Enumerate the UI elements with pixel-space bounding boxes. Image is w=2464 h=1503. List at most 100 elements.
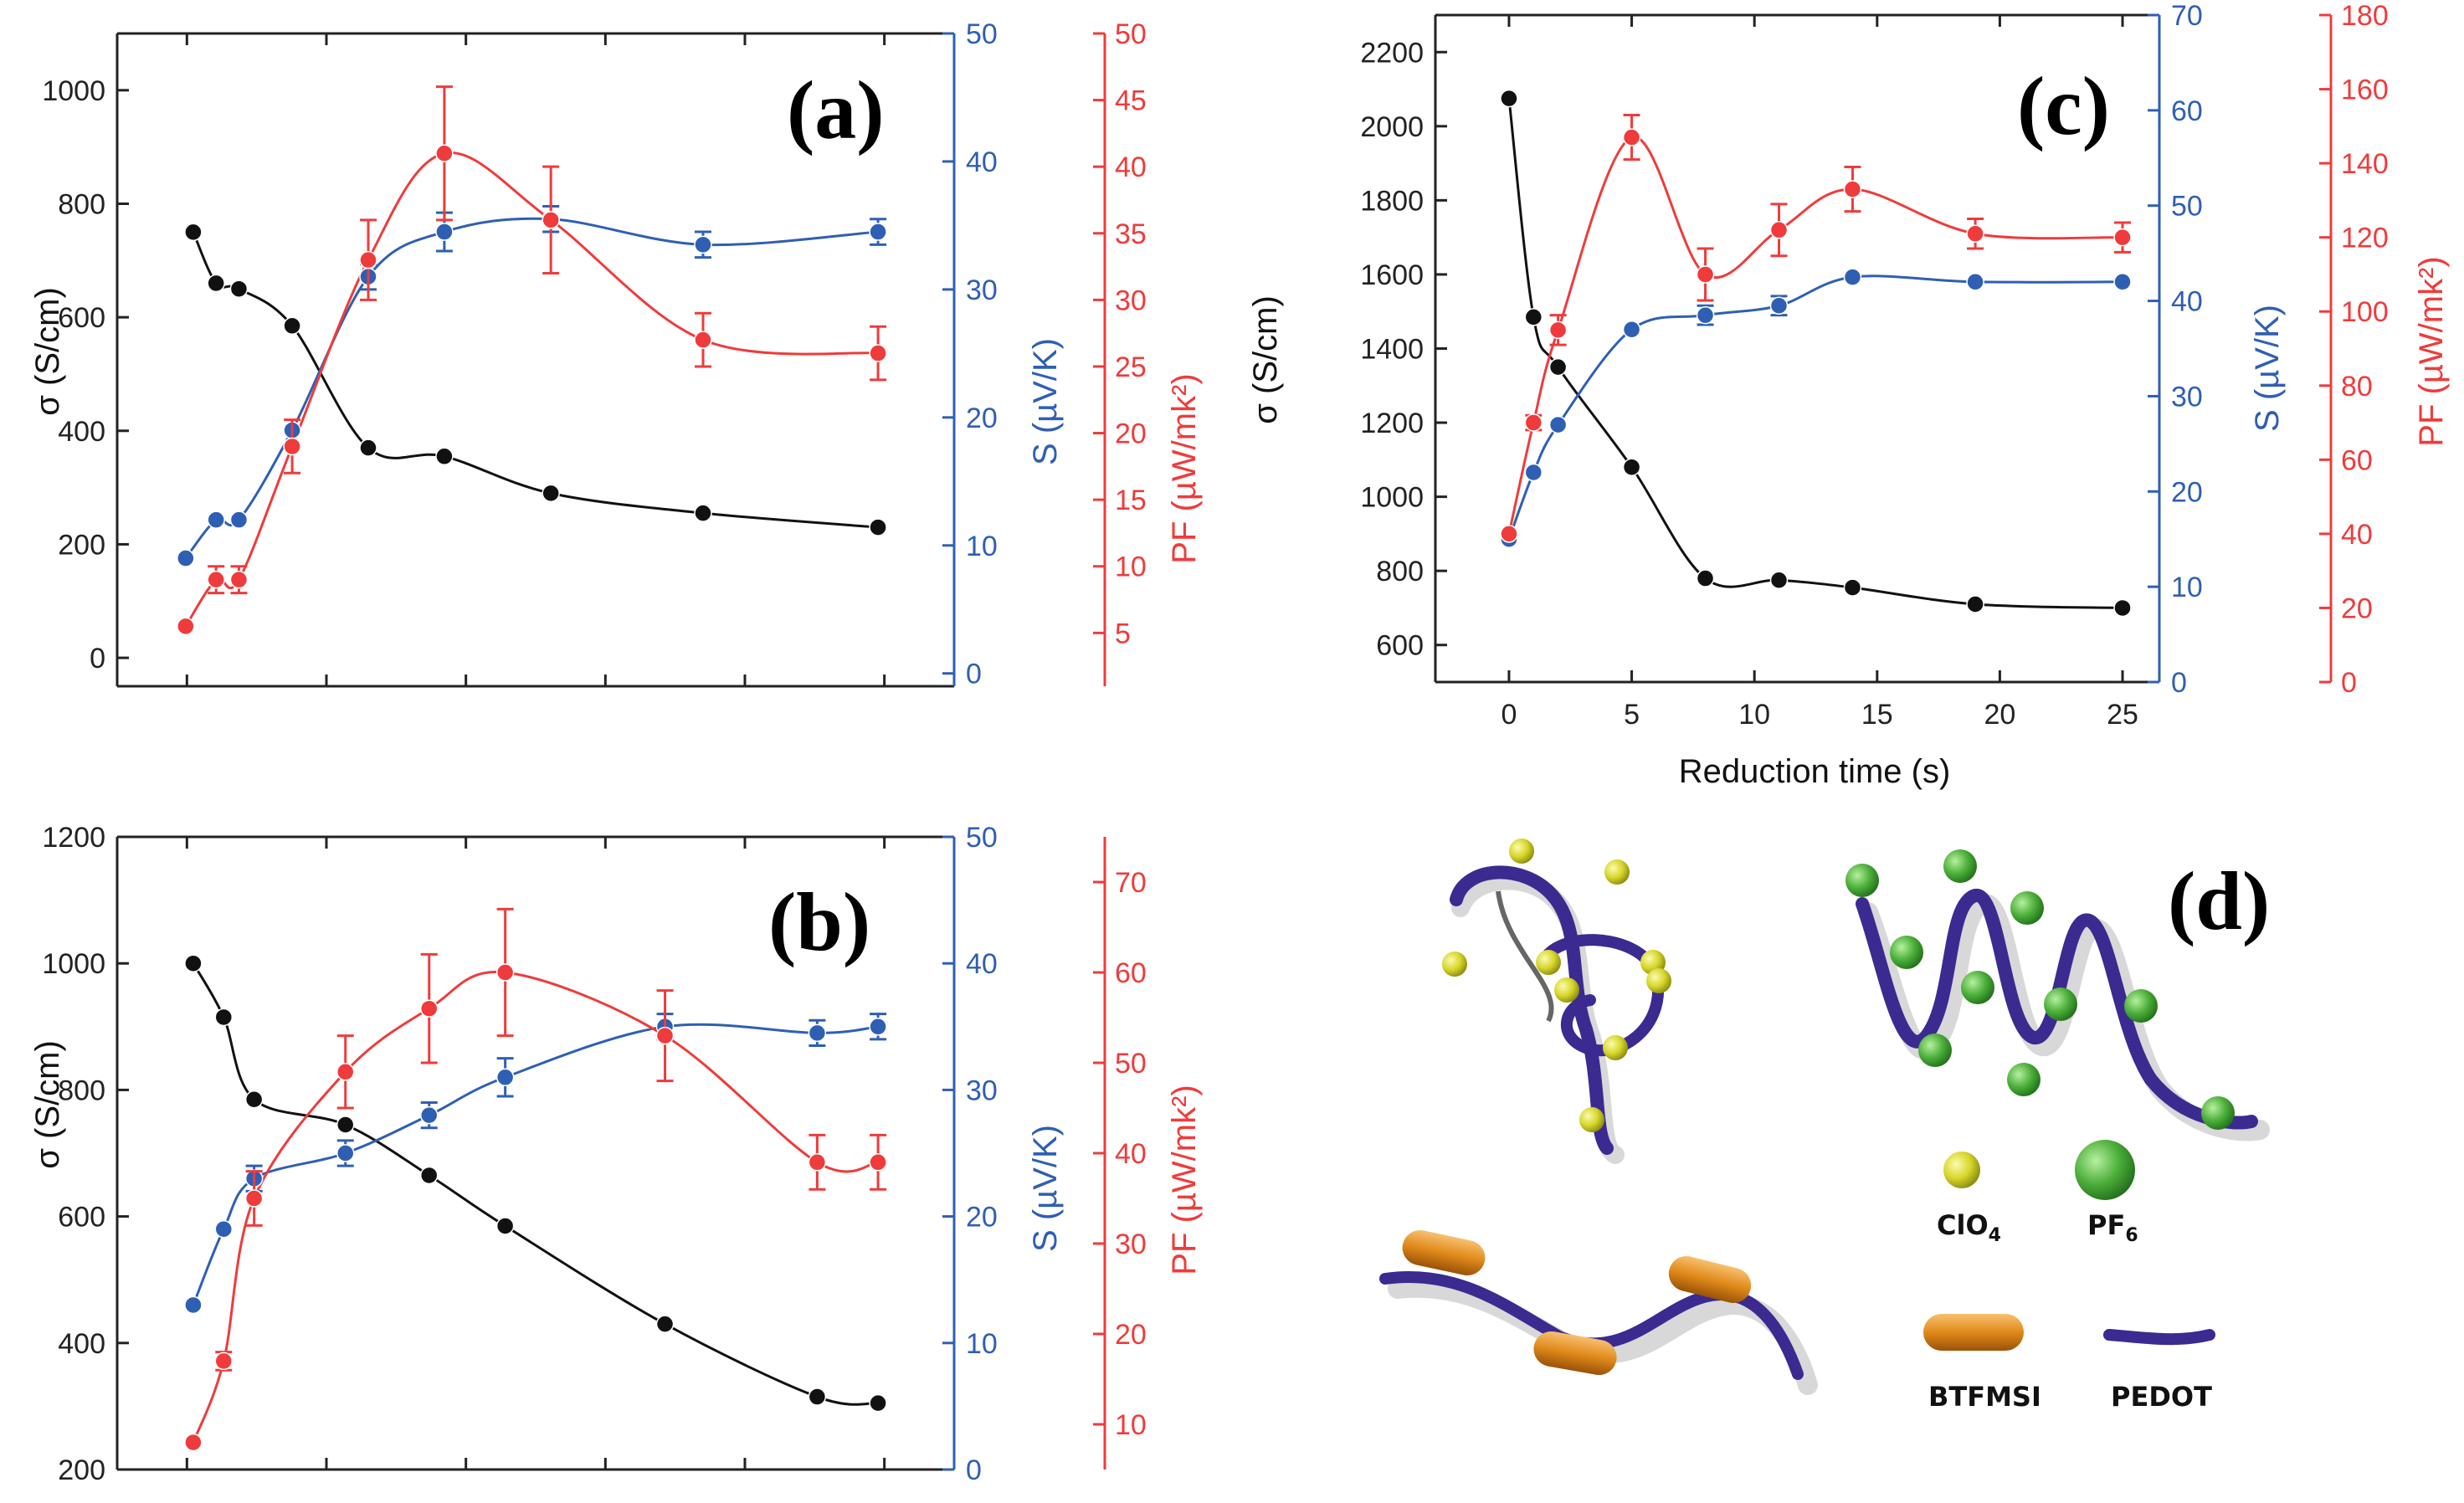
series-S-point xyxy=(1548,415,1568,434)
y-right2-tick-label: 100 xyxy=(2341,296,2389,328)
clo4-ion xyxy=(1442,952,1467,977)
panel-a-y-left-label: σ (S/cm) xyxy=(29,287,66,416)
y-right1-tick-label: 10 xyxy=(2171,572,2203,603)
series-σ-point xyxy=(214,1008,234,1027)
panel-a-marks xyxy=(177,85,887,636)
y-right1-tick-label: 50 xyxy=(966,18,998,50)
y-right1-tick-label: 50 xyxy=(2171,191,2203,223)
series-PF-point xyxy=(435,144,454,163)
series-PF-point xyxy=(495,963,515,982)
series-σ-point xyxy=(655,1315,675,1333)
series-PF-point xyxy=(283,437,301,456)
series-σ-point xyxy=(435,447,454,466)
x-tick-label: 25 xyxy=(2107,699,2138,731)
series-S-point xyxy=(2113,273,2132,291)
series-PF-point xyxy=(694,331,712,349)
pf6-ion xyxy=(2201,1096,2235,1130)
legend-pf6-label: PF6 xyxy=(2087,1209,2138,1246)
series-PF-point xyxy=(1622,128,1641,146)
y-right2-tick-label: 15 xyxy=(1115,485,1147,516)
x-tick-label: 10 xyxy=(1738,699,1770,731)
series-S-point xyxy=(1966,273,1984,291)
series-PF-point xyxy=(419,999,439,1018)
series-PF-point xyxy=(229,570,249,589)
y-right2-tick-label: 40 xyxy=(1115,1138,1147,1170)
pedot-chain-flat xyxy=(1379,1270,1804,1380)
panel-c-label: (c) xyxy=(2017,59,2110,152)
panel-b-marks xyxy=(184,907,887,1452)
series-σ-point xyxy=(869,518,887,536)
panel-c-curves xyxy=(1507,98,2123,609)
pf6-ion xyxy=(2007,1063,2041,1096)
y-right2-tick-label: 30 xyxy=(1115,285,1147,316)
series-S-point xyxy=(177,549,195,567)
series-S-point xyxy=(1769,296,1789,315)
clo4-ion xyxy=(1509,839,1534,864)
y-left-tick-label: 2200 xyxy=(1360,37,1424,69)
series-σ-curve xyxy=(192,231,879,529)
panel-b-y-right2-label: PF (µW/mk²) xyxy=(1166,1085,1203,1275)
y-right2-tick-label: 50 xyxy=(1115,18,1147,50)
y-right2-tick-label: 80 xyxy=(2341,371,2373,403)
series-σ-point xyxy=(542,484,560,503)
series-σ-point xyxy=(336,1116,355,1134)
panel-a-y-right1-label: S (µV/K) xyxy=(1027,338,1064,465)
y-right2-tick-label: 40 xyxy=(2341,519,2373,551)
y-left-tick-label: 1400 xyxy=(1360,334,1424,366)
y-left-tick-label: 1000 xyxy=(42,75,105,107)
series-S-point xyxy=(336,1144,355,1162)
y-right1-tick-label: 20 xyxy=(966,1202,998,1234)
series-S-point xyxy=(869,1018,887,1036)
series-S-curve xyxy=(1507,274,2123,540)
y-right1-tick-label: 40 xyxy=(966,948,998,980)
panel-d-legend: ClO4 PF6 BTFMSI PEDOT xyxy=(1923,1140,2215,1413)
y-right1-tick-label: 40 xyxy=(966,146,998,178)
series-σ-point xyxy=(184,223,203,242)
series-σ-point xyxy=(1500,89,1518,108)
series-S-point xyxy=(419,1105,439,1125)
series-S-point xyxy=(1622,320,1641,339)
series-S-point xyxy=(1524,463,1543,482)
y-right1-tick-label: 10 xyxy=(966,531,998,562)
series-σ-point xyxy=(1966,595,1984,613)
series-σ-point xyxy=(1696,569,1715,587)
x-tick-label: 20 xyxy=(1984,699,2015,731)
pf6-ion xyxy=(2010,891,2044,925)
x-tick-label: 5 xyxy=(1624,699,1640,731)
btfmsi-ion xyxy=(1668,1255,1752,1304)
clo4-ion xyxy=(1646,968,1671,993)
series-PF-point xyxy=(1696,265,1715,284)
clo4-ion xyxy=(1603,1035,1628,1060)
series-S-point xyxy=(435,223,454,241)
y-right1-tick-label: 60 xyxy=(2171,95,2203,127)
clo4-ion xyxy=(1604,859,1630,885)
series-σ-point xyxy=(283,316,301,336)
series-σ-point xyxy=(2113,598,2132,618)
y-right1-tick-label: 10 xyxy=(966,1328,998,1360)
y-left-tick-label: 400 xyxy=(58,416,105,448)
pf6-ion xyxy=(1845,864,1879,897)
y-left-tick-label: 800 xyxy=(58,188,105,220)
y-right2-tick-label: 25 xyxy=(1115,351,1147,383)
series-σ-point xyxy=(495,1217,515,1235)
y-left-tick-label: 0 xyxy=(90,643,105,675)
series-σ-point xyxy=(1843,578,1862,597)
y-right2-tick-label: 60 xyxy=(2341,444,2373,476)
y-left-tick-label: 600 xyxy=(58,1202,105,1234)
y-right1-tick-label: 30 xyxy=(966,274,998,306)
pf6-ion xyxy=(1961,971,1994,1004)
y-left-tick-label: 800 xyxy=(58,1075,105,1106)
clo4-ion xyxy=(1579,1107,1604,1132)
series-σ-curve xyxy=(1507,98,2123,609)
series-S-point xyxy=(808,1023,827,1043)
series-PF-point xyxy=(1769,221,1789,239)
y-right2-tick-label: 70 xyxy=(1115,867,1147,899)
y-left-tick-label: 1000 xyxy=(42,948,105,980)
pedot-btfmsi-chain xyxy=(1379,1229,1818,1395)
chart-panel-b: 200 400 600 800 1000 1200 0 10 20 30 40 50 10 20 30 40 5… xyxy=(29,822,1203,1486)
panel-a-axes: 0 200 400 600 800 1000 0 10 20 30 40 50 5 10 15 20 25 30 3… xyxy=(42,18,1146,690)
clo4-ion xyxy=(1536,950,1561,975)
btfmsi-legend-icon xyxy=(1923,1314,2024,1351)
y-left-tick-label: 800 xyxy=(1376,556,1424,587)
y-right2-tick-label: 10 xyxy=(1115,1409,1147,1441)
